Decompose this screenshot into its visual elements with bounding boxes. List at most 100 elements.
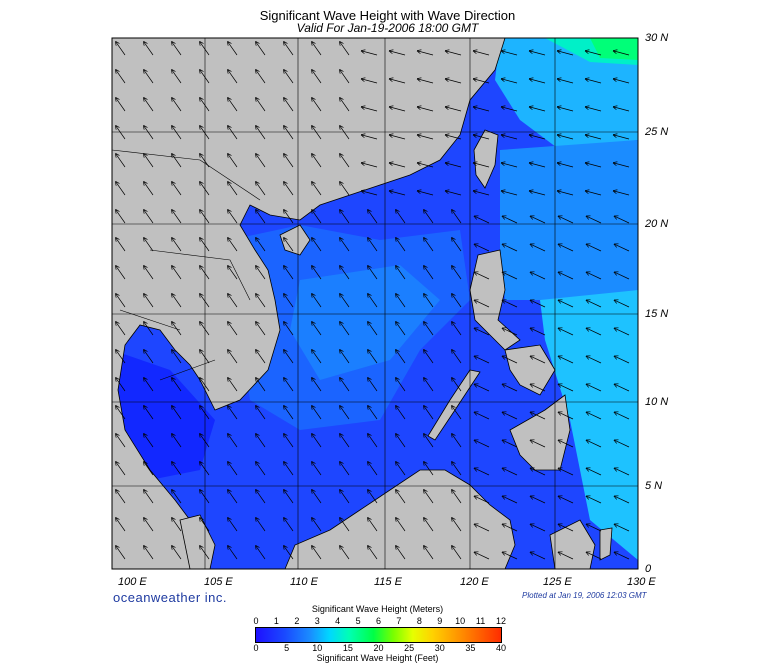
lat-label-15n: 15 N — [645, 308, 669, 320]
wave-arrow — [474, 384, 490, 392]
wave-arrow — [396, 238, 406, 252]
wave-arrow — [284, 518, 294, 532]
wave-arrow — [614, 328, 630, 336]
wave-arrow — [452, 378, 462, 392]
wave-arrow — [172, 546, 182, 560]
wave-arrow — [340, 70, 350, 84]
wave-arrow — [144, 98, 154, 112]
wave-arrow — [200, 406, 210, 420]
wave-arrow — [424, 518, 434, 532]
wave-arrow — [586, 216, 602, 224]
wave-arrow — [396, 518, 406, 532]
wave-arrow — [474, 552, 490, 560]
wave-arrow — [474, 412, 490, 420]
wave-arrow — [502, 524, 518, 532]
wave-arrow — [614, 191, 630, 196]
taiwan — [473, 129, 499, 189]
wave-arrow — [312, 70, 322, 84]
wave-arrow — [586, 191, 602, 196]
wave-arrow — [558, 552, 574, 560]
wave-arrow — [474, 300, 490, 308]
wave-arrow — [530, 244, 546, 252]
wave-arrow — [172, 182, 182, 196]
wave-arrow — [340, 434, 350, 448]
colorbar-meter-tick: 5 — [355, 616, 361, 626]
wave-arrow — [116, 126, 126, 140]
wave-arrow — [396, 490, 406, 504]
wave-arrow — [424, 434, 434, 448]
wave-arrow — [530, 216, 546, 224]
wave-arrow — [172, 350, 182, 364]
wave-arrow — [614, 300, 630, 308]
wave-arrow — [368, 322, 378, 336]
wave-arrow — [390, 135, 406, 140]
wave-arrow — [502, 496, 518, 504]
wave-arrow — [474, 468, 490, 476]
wave-arrow — [340, 350, 350, 364]
wave-arrow — [312, 406, 322, 420]
wave-arrow — [340, 462, 350, 476]
wave-arrow — [256, 238, 266, 252]
wave-arrow — [116, 434, 126, 448]
wave-arrow — [200, 294, 210, 308]
wave-arrow — [474, 496, 490, 504]
wave-arrow — [144, 294, 154, 308]
wave-arrow — [312, 266, 322, 280]
colorbar — [255, 627, 502, 643]
wave-arrow — [474, 163, 490, 168]
wave-arrow — [340, 406, 350, 420]
wave-arrow — [172, 266, 182, 280]
wave-arrow — [474, 107, 490, 112]
wave-arrow — [502, 163, 518, 168]
wave-arrow — [228, 406, 238, 420]
wave-arrow — [256, 350, 266, 364]
wave-arrow — [200, 546, 210, 560]
wave-arrow — [558, 524, 574, 532]
wave-arrow — [614, 107, 630, 112]
wave-arrow — [452, 546, 462, 560]
wave-arrow — [284, 434, 294, 448]
wave-arrow — [256, 546, 266, 560]
wave-arrow — [452, 350, 462, 364]
colorbar-title-feet: Significant Wave Height (Feet) — [316, 653, 439, 663]
wave-arrow — [502, 244, 518, 252]
wave-arrow — [172, 154, 182, 168]
wave-arrow — [452, 322, 462, 336]
wave-arrow — [586, 552, 602, 560]
wave-arrow — [502, 216, 518, 224]
colorbar-meter-tick: 1 — [273, 616, 279, 626]
wave-arrow — [586, 412, 602, 420]
wave-arrow — [144, 490, 154, 504]
wave-arrow — [586, 272, 602, 280]
wave-arrow — [340, 182, 350, 196]
wave-arrow — [312, 182, 322, 196]
wave-arrow — [396, 378, 406, 392]
lat-label-20n: 20 N — [645, 218, 669, 230]
wave-arrow — [502, 135, 518, 140]
wave-arrow — [368, 462, 378, 476]
wave-arrow — [284, 126, 294, 140]
wave-arrow — [530, 356, 546, 364]
wave-arrow — [474, 328, 490, 336]
wave-arrow — [586, 468, 602, 476]
wave-arrow — [614, 412, 630, 420]
wave-arrow — [228, 462, 238, 476]
wave-arrow — [284, 378, 294, 392]
wave-arrow — [284, 238, 294, 252]
wave-arrow — [172, 238, 182, 252]
wave-arrow — [312, 434, 322, 448]
wave-arrow — [200, 42, 210, 56]
colorbar-feet-tick: 25 — [404, 643, 415, 653]
brand-logo: oceanweather inc. — [113, 590, 228, 605]
wave-arrow — [474, 524, 490, 532]
wave-arrow — [446, 107, 462, 112]
wave-arrow — [228, 210, 238, 224]
wave-arrow — [284, 154, 294, 168]
wave-arrow — [312, 462, 322, 476]
wave-arrow — [446, 51, 462, 56]
wave-arrow — [390, 163, 406, 168]
wave-arrow — [284, 182, 294, 196]
lat-label-0: 0 — [645, 563, 652, 575]
wave-arrow — [312, 210, 322, 224]
wave-arrow — [424, 406, 434, 420]
